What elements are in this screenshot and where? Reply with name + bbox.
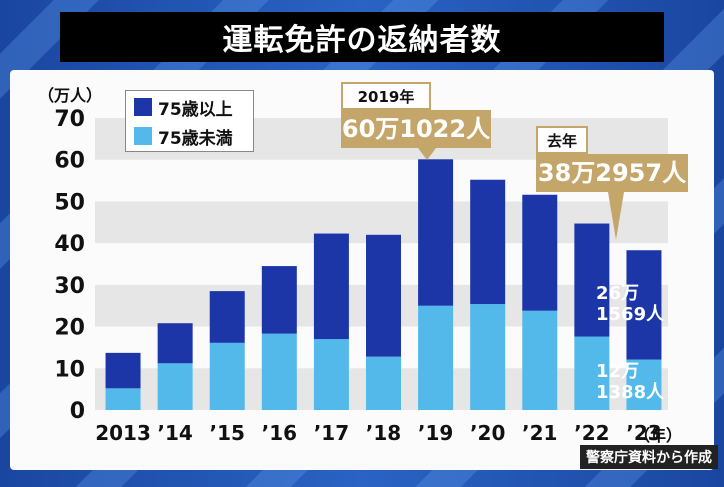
bar-under75-3 <box>261 333 297 410</box>
legend-swatch-under75 <box>134 127 152 145</box>
x-tick-label: ’16 <box>262 421 297 445</box>
label-2023-over75: 26万 1569人 <box>596 283 664 325</box>
y-tick-label: 30 <box>54 274 85 299</box>
bar-under75-8 <box>522 310 558 410</box>
y-axis-ticks: 0 10 20 30 40 50 60 70 <box>54 107 85 424</box>
callout-2023-year: 去年 <box>536 126 588 154</box>
y-tick-label: 10 <box>54 357 85 382</box>
y-tick-label: 60 <box>54 149 85 174</box>
bar-under75-2 <box>209 342 245 410</box>
label-2023-over75-line2: 1569人 <box>596 304 665 325</box>
x-tick-label: ’15 <box>210 421 245 445</box>
bar-over75-3 <box>261 266 297 334</box>
bar-over75-7 <box>470 179 506 305</box>
x-tick-label: ’20 <box>470 421 505 445</box>
legend-item-under75: 75歳未満 <box>126 123 253 149</box>
bar-under75-7 <box>470 304 506 410</box>
x-tick-label: ’23 <box>626 421 661 445</box>
bar-over75-1 <box>157 323 193 364</box>
legend-label-over75: 75歳以上 <box>158 99 233 120</box>
legend-swatch-over75 <box>134 98 152 116</box>
y-axis-unit: （万人） <box>38 86 102 105</box>
bar-over75-0 <box>105 352 141 389</box>
label-2023-over75-line1: 26万 <box>596 283 640 304</box>
chart-title: 運転免許の返納者数 <box>60 12 664 62</box>
label-2023-under75: 12万 1388人 <box>596 361 664 403</box>
x-tick-label: ’14 <box>157 421 192 445</box>
bar-under75-6 <box>418 305 454 410</box>
y-tick-label: 40 <box>54 232 85 257</box>
x-axis-ticks: 2013’14 ’15 ’16 ’17 ’18 ’19 ’20 ’21 ’22 ’23 <box>95 421 661 445</box>
callout-2019-value: 60万1022人 <box>341 110 491 148</box>
bar-under75-4 <box>313 339 349 410</box>
callout-2023-pointer <box>608 192 624 240</box>
bar-under75-1 <box>157 363 193 410</box>
bar-over75-4 <box>313 233 349 340</box>
bar-over75-5 <box>366 234 401 357</box>
bar-under75-9 <box>574 336 610 410</box>
callout-2019-pointer <box>418 148 436 160</box>
x-tick-label: ’22 <box>574 421 609 445</box>
x-tick-label: ’19 <box>418 421 453 445</box>
y-tick-label: 0 <box>70 399 85 424</box>
x-axis-unit: （年） <box>634 426 682 445</box>
legend: 75歳以上 75歳未満 <box>125 90 254 152</box>
callout-2019-year: 2019年 <box>341 82 431 110</box>
y-tick-label: 50 <box>54 190 85 215</box>
y-tick-label: 70 <box>54 107 85 132</box>
legend-item-over75: 75歳以上 <box>126 94 253 120</box>
y-tick-label: 20 <box>54 316 85 341</box>
label-2023-under75-line2: 1388人 <box>596 382 665 403</box>
label-2023-under75-line1: 12万 <box>596 361 640 382</box>
bar-under75-0 <box>105 388 141 410</box>
bar-over75-6 <box>418 159 454 306</box>
x-tick-label: ’21 <box>522 421 557 445</box>
bar-over75-9 <box>574 223 610 337</box>
x-tick-label: ’18 <box>366 421 401 445</box>
bar-over75-2 <box>209 291 245 343</box>
bar-over75-8 <box>522 194 558 311</box>
callout-2023-value: 38万2957人 <box>536 154 688 192</box>
x-tick-label: 2013 <box>95 421 151 445</box>
source-note: 警察庁資料から作成 <box>580 445 718 469</box>
x-tick-label: ’17 <box>314 421 349 445</box>
legend-label-under75: 75歳未満 <box>158 128 233 149</box>
bar-under75-5 <box>366 356 401 410</box>
bar-over75-10 <box>626 250 662 360</box>
bar-under75-10 <box>626 359 662 410</box>
bars <box>105 159 662 410</box>
